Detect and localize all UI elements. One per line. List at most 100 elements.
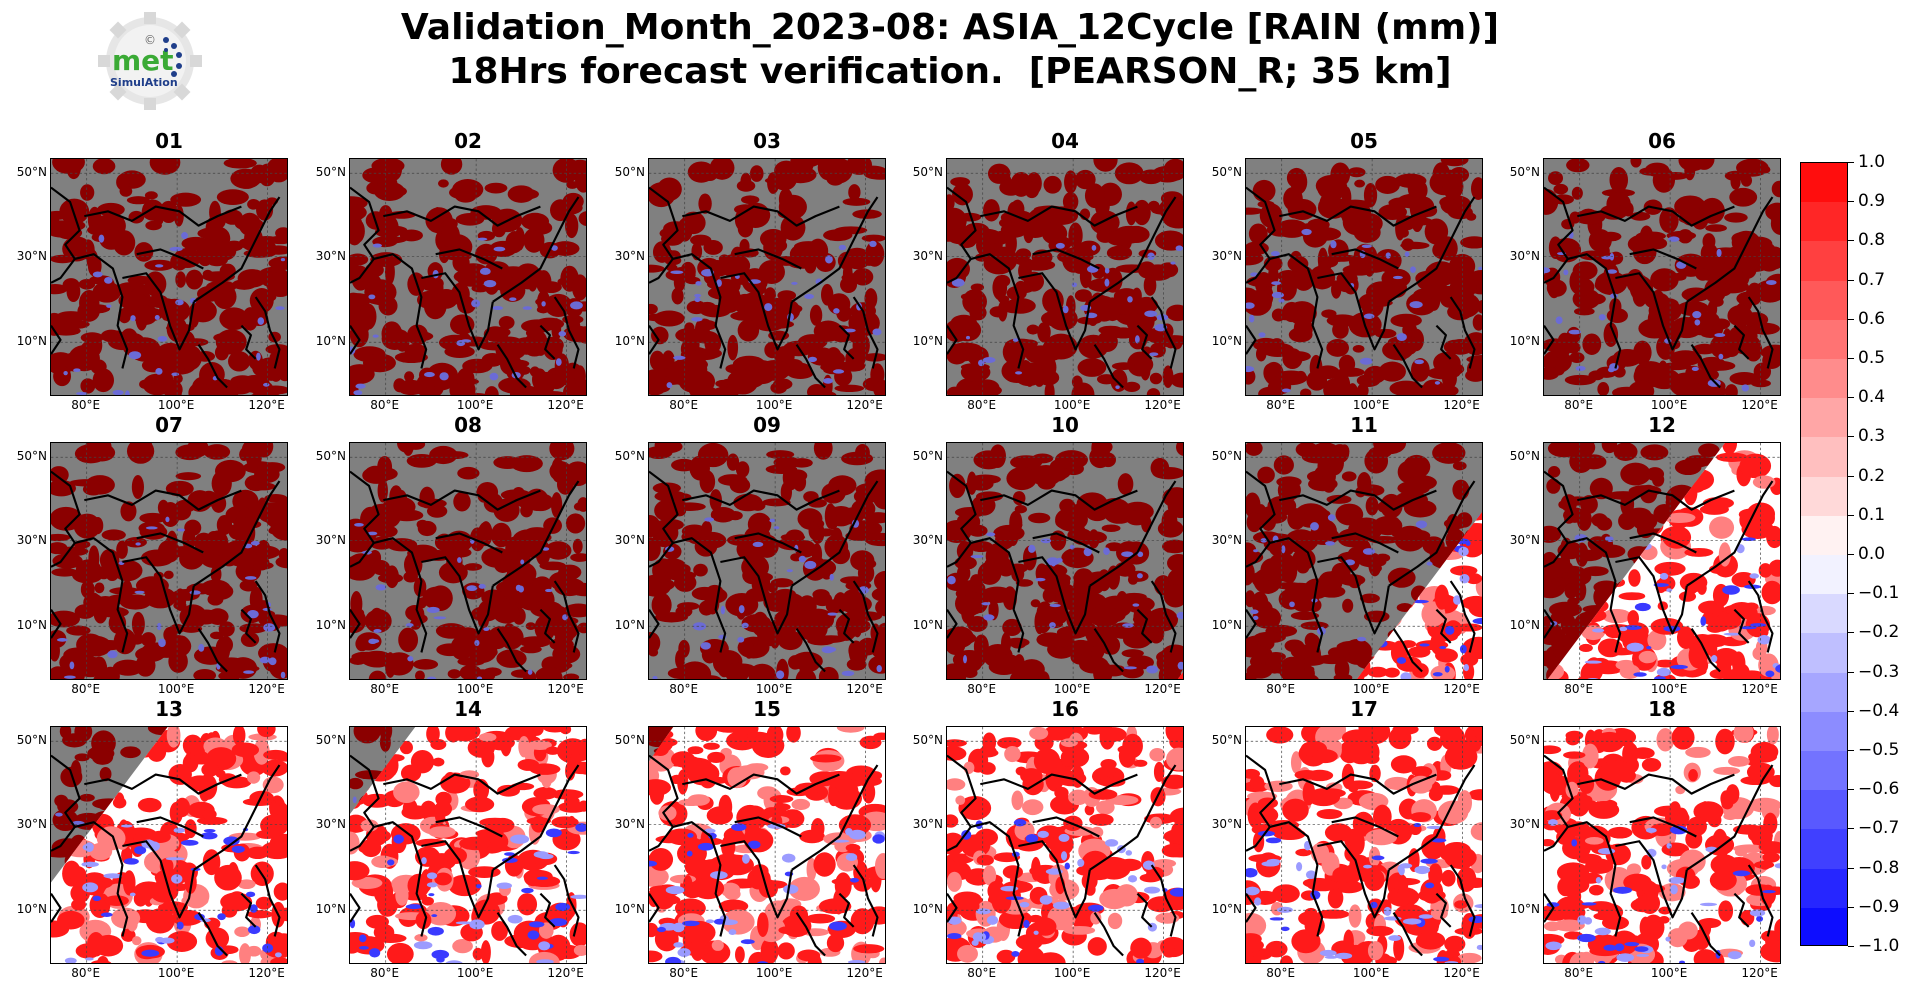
lat-tick-label: 30°N <box>605 817 645 831</box>
lon-tick-label: 100°E <box>1341 398 1401 412</box>
colorbar-segment <box>1801 829 1848 869</box>
lat-tick-label: 50°N <box>903 733 943 747</box>
lat-tick-label: 10°N <box>1202 902 1242 916</box>
colorbar-tick <box>1848 711 1854 712</box>
lon-tick-label: 120°E <box>835 966 895 980</box>
lon-tick-label: 120°E <box>1432 966 1492 980</box>
panel-title: 13 <box>50 698 288 720</box>
colorbar-segment <box>1801 790 1848 830</box>
panel-title: 08 <box>349 414 587 436</box>
colorbar-tick <box>1848 162 1854 163</box>
colorbar-tick-label: 0.8 <box>1858 231 1885 249</box>
lon-tick-label: 80°E <box>355 682 415 696</box>
lat-tick-label: 10°N <box>1202 334 1242 348</box>
colorbar-segment <box>1801 594 1848 634</box>
panel-title: 02 <box>349 130 587 152</box>
panel-title: 11 <box>1245 414 1483 436</box>
lat-tick-label: 50°N <box>306 165 346 179</box>
lat-tick-label: 10°N <box>605 902 645 916</box>
lat-tick-label: 10°N <box>903 618 943 632</box>
lon-tick-label: 100°E <box>146 682 206 696</box>
lat-tick-label: 30°N <box>605 533 645 547</box>
lon-tick-label: 80°E <box>1549 398 1609 412</box>
colorbar-tick-label: −0.3 <box>1858 663 1899 681</box>
lat-tick-label: 50°N <box>605 449 645 463</box>
panel-title: 04 <box>946 130 1184 152</box>
panel-title: 10 <box>946 414 1184 436</box>
lat-tick-label: 50°N <box>605 733 645 747</box>
lon-tick-label: 100°E <box>1639 966 1699 980</box>
lat-tick-label: 10°N <box>7 334 47 348</box>
lon-tick-label: 120°E <box>835 682 895 696</box>
lat-tick-label: 30°N <box>306 817 346 831</box>
colorbar-tick <box>1848 201 1854 202</box>
colorbar-tick-label: −0.2 <box>1858 623 1899 641</box>
colorbar-segment <box>1801 633 1848 673</box>
panel-title: 09 <box>648 414 886 436</box>
lon-tick-label: 100°E <box>146 966 206 980</box>
colorbar-segment <box>1801 202 1848 242</box>
lon-tick-label: 100°E <box>1042 682 1102 696</box>
colorbar-tick <box>1848 907 1854 908</box>
lon-tick-label: 80°E <box>654 682 714 696</box>
lon-tick-label: 100°E <box>1341 682 1401 696</box>
panel-title: 17 <box>1245 698 1483 720</box>
colorbar-tick <box>1848 280 1854 281</box>
colorbar-tick <box>1848 554 1854 555</box>
colorbar-tick-label: 0.9 <box>1858 192 1885 210</box>
colorbar-tick-label: −0.1 <box>1858 584 1899 602</box>
figure-title: Validation_Month_2023-08: ASIA_12Cycle [… <box>300 6 1600 94</box>
lat-tick-label: 30°N <box>903 817 943 831</box>
map-plot <box>349 442 587 680</box>
lon-tick-label: 80°E <box>952 682 1012 696</box>
colorbar-tick <box>1848 397 1854 398</box>
lat-tick-label: 30°N <box>605 249 645 263</box>
lat-tick-label: 10°N <box>1500 618 1540 632</box>
map-plot <box>946 442 1184 680</box>
colorbar-segment <box>1801 908 1848 946</box>
colorbar-tick <box>1848 358 1854 359</box>
colorbar-segment <box>1801 241 1848 281</box>
lon-tick-label: 120°E <box>237 398 297 412</box>
lon-tick-label: 120°E <box>1432 682 1492 696</box>
colorbar-tick <box>1848 593 1854 594</box>
panel-title: 16 <box>946 698 1184 720</box>
lat-tick-label: 30°N <box>7 249 47 263</box>
lat-tick-label: 10°N <box>605 618 645 632</box>
map-plot <box>50 726 288 964</box>
map-plot <box>946 158 1184 396</box>
colorbar-segment <box>1801 712 1848 752</box>
lat-tick-label: 50°N <box>903 165 943 179</box>
map-plot <box>946 726 1184 964</box>
map-plot <box>50 158 288 396</box>
lat-tick-label: 30°N <box>1500 249 1540 263</box>
lon-tick-label: 80°E <box>355 398 415 412</box>
colorbar-tick <box>1848 946 1854 947</box>
colorbar-tick-label: −0.4 <box>1858 702 1899 720</box>
lat-tick-label: 50°N <box>1202 165 1242 179</box>
colorbar-tick <box>1848 750 1854 751</box>
colorbar-segment <box>1801 516 1848 556</box>
colorbar-tick <box>1848 632 1854 633</box>
lon-tick-label: 100°E <box>1042 966 1102 980</box>
colorbar-segment <box>1801 555 1848 595</box>
lon-tick-label: 100°E <box>445 398 505 412</box>
panel-title: 12 <box>1543 414 1781 436</box>
lon-tick-label: 120°E <box>536 682 596 696</box>
lat-tick-label: 10°N <box>605 334 645 348</box>
map-plot <box>648 726 886 964</box>
lon-tick-label: 80°E <box>1251 398 1311 412</box>
colorbar-tick-label: 0.0 <box>1858 545 1885 563</box>
lon-tick-label: 120°E <box>1133 682 1193 696</box>
lat-tick-label: 10°N <box>903 902 943 916</box>
lon-tick-label: 120°E <box>1730 966 1790 980</box>
map-plot <box>1543 726 1781 964</box>
